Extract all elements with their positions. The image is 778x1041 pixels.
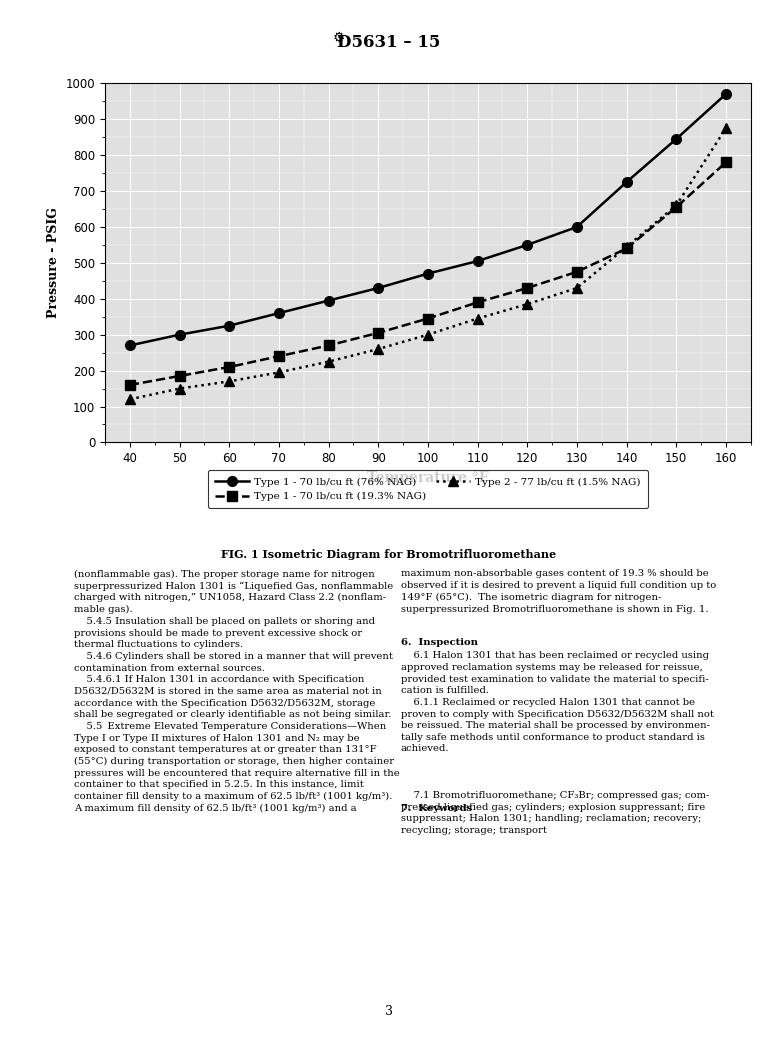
Text: D5631 – 15: D5631 – 15 [338,34,440,51]
Text: 6.  Inspection: 6. Inspection [401,638,478,648]
Text: 3: 3 [385,1006,393,1018]
Y-axis label: Pressure - PSIG: Pressure - PSIG [47,207,60,319]
Text: (nonflammable gas). The proper storage name for nitrogen
superpressurized Halon : (nonflammable gas). The proper storage n… [74,569,400,813]
Legend: Type 1 - 70 lb/cu ft (76% NAG), Type 1 - 70 lb/cu ft (19.3% NAG), Type 2 - 77 lb: Type 1 - 70 lb/cu ft (76% NAG), Type 1 -… [208,471,648,508]
X-axis label: Temperature °F: Temperature °F [367,471,489,485]
Text: maximum non-absorbable gases content of 19.3 % should be
observed if it is desir: maximum non-absorbable gases content of … [401,569,716,835]
Text: ⚙: ⚙ [332,31,345,45]
Text: FIG. 1 Isometric Diagram for Bromotrifluoromethane: FIG. 1 Isometric Diagram for Bromotriflu… [222,549,556,560]
Text: 7.  Keywords: 7. Keywords [401,804,472,813]
